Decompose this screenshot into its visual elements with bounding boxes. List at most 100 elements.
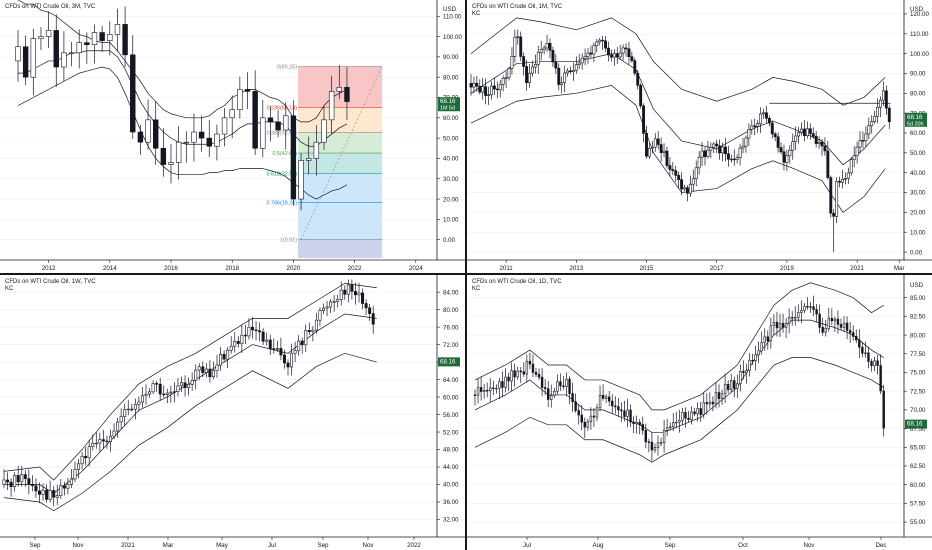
candle (519, 36, 523, 57)
candle (876, 360, 879, 366)
candle (16, 475, 20, 483)
candle (165, 392, 169, 395)
candle (190, 379, 194, 385)
candle (835, 180, 839, 217)
fib-level-label: 0(85.25) (277, 65, 297, 71)
horizontal-divider[interactable] (0, 273, 932, 275)
candle (785, 155, 789, 163)
candle (770, 122, 774, 135)
candle (756, 123, 760, 127)
candle (867, 125, 871, 135)
candle (191, 131, 197, 143)
x-tick-label: 2017 (710, 265, 724, 272)
chart-1w[interactable]: 84.0080.0076.0072.0068.0064.0060.0056.00… (0, 275, 465, 550)
candle (548, 43, 552, 51)
candle (836, 318, 840, 325)
candle (260, 117, 266, 149)
candle (130, 54, 136, 133)
candle (842, 322, 846, 328)
candle (9, 481, 13, 488)
candle (879, 365, 882, 392)
y-tick-label: 50.00 (910, 150, 926, 157)
candle (873, 116, 877, 122)
candle (887, 107, 891, 123)
candle (542, 47, 546, 50)
candle (513, 370, 516, 378)
fib-level-label: 0.236(65.13) (266, 105, 297, 111)
candle (233, 341, 237, 347)
candle (757, 350, 760, 356)
fib-zone (298, 132, 383, 154)
candle (820, 141, 824, 147)
candle (48, 490, 52, 500)
x-tick-label: 2013 (569, 265, 583, 272)
candle (183, 382, 187, 389)
vertical-divider[interactable] (465, 0, 467, 550)
candle (371, 313, 375, 325)
candle (543, 387, 547, 390)
candle (554, 61, 558, 69)
candle (45, 30, 52, 37)
candle (870, 361, 873, 367)
y-tick-label: 20.00 (910, 210, 926, 217)
candle (336, 299, 340, 302)
candle (265, 339, 269, 342)
candle (736, 383, 739, 389)
candle (531, 363, 535, 373)
candle (343, 289, 347, 295)
candle (571, 70, 575, 72)
candle (528, 360, 532, 365)
y-tick-label: 82.50 (910, 314, 926, 321)
candle (495, 88, 499, 91)
candle (559, 381, 562, 387)
candle (109, 435, 113, 442)
candle (712, 143, 716, 148)
x-tick-label: 2018 (225, 265, 239, 272)
candle (145, 119, 151, 143)
candle (2, 479, 6, 485)
chart-3m[interactable]: 0(85.25) 0.236(65.13) 0.382(52.68) 0.5(42.6… (0, 0, 465, 273)
candle (162, 393, 166, 396)
y-tick-label: 32.00 (443, 517, 459, 524)
candle (23, 474, 27, 479)
candle (507, 376, 510, 382)
candle (221, 117, 228, 135)
candle (22, 46, 29, 78)
chart-1m[interactable]: 120.00110.00100.0090.0080.0070.0060.0050… (467, 0, 932, 273)
candle (551, 50, 555, 63)
chart-1d[interactable]: 85.00 82.50 80.00 77.50 75.00 72.50 70.00 67.50… (467, 275, 932, 550)
candle (815, 309, 818, 315)
y-tick-label: 67.50 (910, 426, 926, 433)
candle (817, 141, 821, 144)
candle (644, 430, 647, 443)
candle (577, 410, 580, 416)
candle (601, 394, 605, 399)
candle (318, 310, 322, 321)
y-tick-label: 44.00 (443, 464, 459, 471)
fib-zone (298, 66, 383, 108)
candle (522, 56, 526, 67)
candle (226, 350, 230, 360)
keltner-middle-band (470, 53, 886, 166)
candle (617, 406, 620, 411)
candle (361, 292, 365, 304)
candle (598, 39, 602, 43)
candle (55, 495, 59, 498)
candle (614, 405, 617, 408)
candle (687, 417, 690, 420)
candle (282, 354, 286, 364)
candle (30, 483, 34, 487)
candle (353, 291, 357, 296)
candle (208, 368, 212, 378)
candle (723, 383, 727, 394)
candle (686, 187, 689, 194)
x-tick-label: 2022 (407, 542, 421, 549)
candle (629, 409, 632, 423)
keltner-lower-band (17, 66, 348, 200)
y-tick-label: 85.00 (910, 295, 926, 302)
candle (469, 83, 473, 88)
candle (15, 46, 21, 62)
candle (650, 441, 654, 451)
candle (680, 179, 684, 190)
candle (621, 47, 625, 54)
